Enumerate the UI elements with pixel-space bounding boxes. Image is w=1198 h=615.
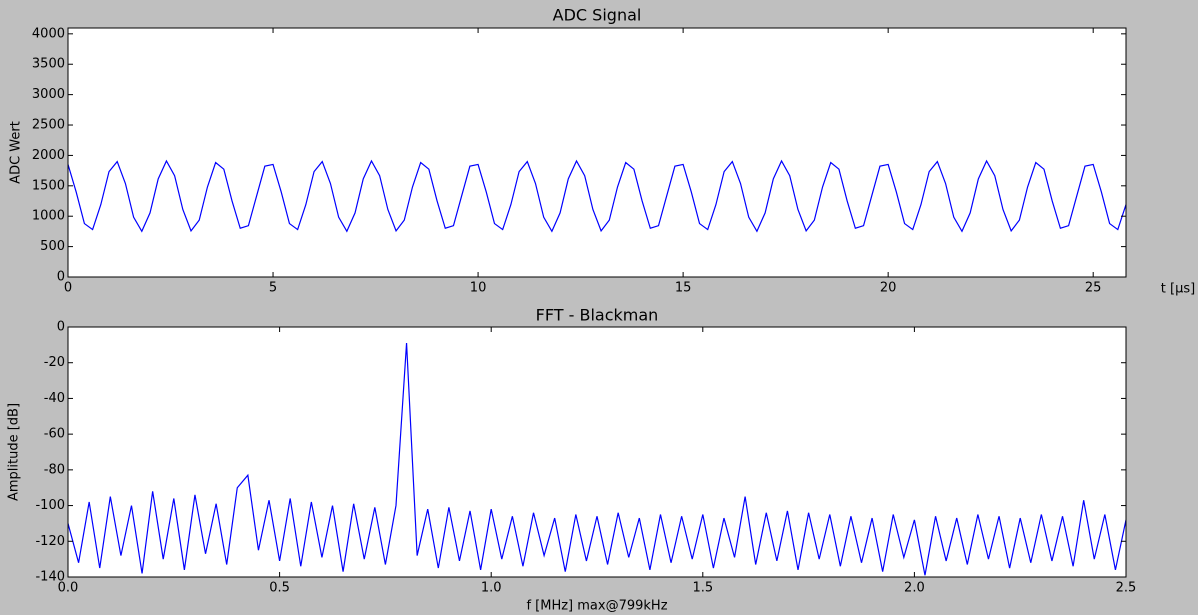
chart-title: ADC Signal — [553, 6, 642, 25]
signal-line — [68, 159, 1126, 233]
y-tick-label: -140 — [35, 570, 65, 585]
y-tick-label: -100 — [35, 498, 65, 513]
x-tick-label: 2.0 — [904, 581, 925, 596]
y-tick-label: 2000 — [32, 148, 65, 163]
y-tick-label: -20 — [44, 355, 65, 370]
y-tick-label: 2500 — [32, 118, 65, 133]
x-tick-label: 2.5 — [1116, 581, 1137, 596]
y-tick-label: 0 — [57, 270, 65, 285]
y-tick-label: 4000 — [32, 26, 65, 41]
plot-area — [68, 28, 1126, 277]
plot-frame — [67, 326, 1127, 578]
x-axis-label: f [MHz] max@799kHz — [526, 599, 667, 614]
y-tick-label: -40 — [44, 391, 65, 406]
x-axis-label: t [μs] — [1161, 282, 1195, 297]
y-tick-label: 3500 — [32, 57, 65, 72]
plot-frame — [67, 27, 1127, 278]
y-axis-label: ADC Wert — [9, 121, 24, 184]
x-tick-label: 1.5 — [692, 581, 713, 596]
x-tick-label: 10 — [470, 281, 487, 296]
plot-area — [68, 327, 1126, 577]
y-tick-label: -60 — [44, 427, 65, 442]
y-tick-label: -80 — [44, 462, 65, 477]
x-tick-label: 0 — [64, 281, 72, 296]
y-tick-label: 3000 — [32, 87, 65, 102]
x-tick-label: 0.0 — [58, 581, 79, 596]
signal-line — [68, 343, 1126, 576]
x-tick-label: 1.0 — [481, 581, 502, 596]
y-tick-label: -120 — [35, 534, 65, 549]
y-axis-label: Amplitude [dB] — [7, 403, 22, 501]
y-tick-label: 1000 — [32, 209, 65, 224]
x-tick-label: 5 — [269, 281, 277, 296]
y-tick-label: 500 — [40, 239, 65, 254]
chart-title: FFT - Blackman — [536, 306, 659, 325]
y-tick-label: 0 — [57, 320, 65, 335]
x-tick-label: 20 — [880, 281, 897, 296]
x-tick-label: 15 — [675, 281, 692, 296]
x-tick-label: 25 — [1085, 281, 1102, 296]
x-tick-label: 0.5 — [269, 581, 290, 596]
y-tick-label: 1500 — [32, 178, 65, 193]
